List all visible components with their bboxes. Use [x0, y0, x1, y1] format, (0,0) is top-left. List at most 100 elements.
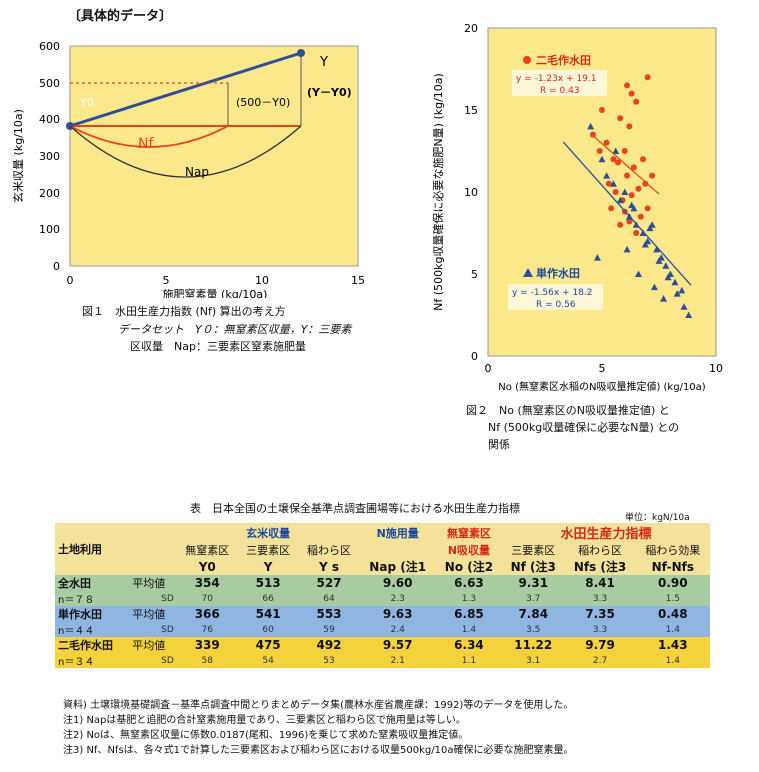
single-crop-point [664, 273, 672, 281]
header-code-1: Y [237, 558, 299, 575]
double-crop-point [633, 230, 640, 236]
double-crop-point [644, 205, 651, 212]
fig1-ytick-200: 200 [39, 187, 60, 200]
note-1: 注1) Napは基肥と追肥の合計窒素施用量であり、三要素区と稲わら区で施用量は等… [63, 715, 466, 726]
double-crop-point [614, 159, 621, 166]
fig1-ytick-400: 400 [39, 113, 60, 126]
cell: 58 [176, 653, 238, 668]
single-crop-point [587, 122, 595, 130]
cell: 6.63 [435, 575, 503, 591]
fig2-caption-title: 図２ No (無窒素区のN吸収量推定値) と [466, 404, 670, 417]
fig1-label-nf: Nf [138, 136, 154, 152]
row-n: n＝３４ [55, 653, 130, 668]
row-stat: 平均値 [129, 575, 177, 591]
cell: 366 [176, 606, 238, 622]
fig2-y-axis-label: Nf (500kg収量確保に必要な施肥N量) (kg/10a) [431, 73, 445, 311]
cell: 553 [298, 606, 360, 622]
cell: 3.5 [502, 622, 565, 637]
fig1-xtick-0: 0 [67, 274, 74, 287]
fig2-ytick-5: 5 [471, 268, 478, 281]
double-crop-point [649, 172, 656, 179]
fig2-regression-single [562, 141, 692, 286]
fig2-legend-double-label: 二毛作水田 [536, 53, 591, 67]
note-2: 注2) Noは、無窒素区収量に係数0.0187(尾和、1996)を乗じて求めた窒… [63, 730, 469, 741]
cell: 64 [298, 591, 360, 606]
single-crop-point [650, 283, 658, 291]
single-crop-point [646, 224, 654, 232]
row-sd-label: SD [129, 591, 177, 606]
fig1-label-y0: Y0 [79, 96, 94, 109]
fig2-legend-single-marker [523, 268, 533, 277]
header-sub-3: 三要素区 [502, 542, 565, 558]
header-index: 水田生産力指標 [502, 523, 710, 542]
table-header-row-3: Y0 Y Y s Nap (注1 No (注2 Nf (注3 Nfs (注3 N… [55, 558, 710, 575]
fig2-xtick-10: 10 [709, 362, 723, 375]
fig2-r-single: R = 0.56 [536, 300, 576, 310]
fig1-xtick-15: 15 [351, 274, 365, 287]
fig1-ytick-0: 0 [53, 260, 60, 273]
figure2-x-ticks: 0 5 10 [485, 362, 724, 375]
double-crop-point [624, 172, 631, 179]
fig2-eq-single: y = -1.56x + 18.2 [512, 288, 593, 298]
single-crop-point [628, 201, 636, 209]
row-name: 全水田 [55, 575, 130, 591]
cell: 1.4 [635, 622, 710, 637]
cell: 354 [176, 575, 238, 591]
fig2-caption-line1: Nf (500kg収量確保に必要なN量) との [488, 421, 680, 434]
fig1-caption-line1: データセット Y０：無窒素区収量，Y：三要素 [118, 323, 352, 336]
double-crop-point [628, 90, 635, 97]
cell: 527 [298, 575, 360, 591]
figure1-y-ticks: 600 500 400 300 200 100 0 [39, 40, 60, 273]
fig1-xtick-5: 5 [163, 274, 170, 287]
cell: 2.1 [359, 653, 436, 668]
header-code-4: No (注2 [435, 558, 503, 575]
cell: 59 [298, 622, 360, 637]
single-crop-point [641, 240, 649, 248]
table-header-row-2: 無窒素区 三要素区 稲わら区 N吸収量 三要素区 稲わら区 稲わら効果 [55, 542, 710, 558]
header-land-use: 土地利用 [55, 523, 130, 575]
figure2-chart: 20 15 10 5 0 0 5 10 Nf (500kg収量確保に必要な施肥N… [431, 22, 724, 393]
single-crop-point [655, 257, 663, 264]
figure1-chart: 600 500 400 300 200 100 0 0 5 10 15 玄米収量… [11, 40, 365, 298]
fig1-label-diff: (Y－Y0) [307, 86, 352, 99]
single-crop-point [653, 245, 661, 253]
cell: 66 [237, 591, 299, 606]
single-crop-point [680, 303, 688, 310]
header-sub-5: 稲わら効果 [635, 542, 710, 558]
row-n: n＝７８ [55, 591, 130, 606]
cell: 6.85 [435, 606, 503, 622]
double-crop-point [633, 98, 640, 105]
cell: 1.43 [635, 637, 710, 653]
row-stat: 平均値 [129, 637, 177, 653]
cell: 9.57 [359, 637, 436, 653]
single-crop-point [609, 180, 617, 187]
fig2-marks [587, 74, 693, 318]
fig2-eq-double: y = -1.23x + 19.1 [516, 74, 597, 84]
single-crop-point [634, 270, 642, 277]
cell: 339 [176, 637, 238, 653]
double-crop-point [617, 221, 624, 228]
double-crop-point [626, 123, 633, 130]
fig1-caption-line2: 区収量 Nap：三要素区窒素施肥量 [130, 340, 306, 353]
fig2-xtick-5: 5 [599, 362, 606, 375]
fig1-label-y: Y [319, 55, 328, 70]
header-sub-1: 三要素区 [237, 542, 299, 558]
header-code-5: Nf (注3 [502, 558, 565, 575]
cell: 53 [298, 653, 360, 668]
double-crop-point [637, 213, 644, 220]
row-sd-label: SD [129, 622, 177, 637]
cell: 2.4 [359, 622, 436, 637]
fig2-ytick-0: 0 [471, 350, 478, 363]
fig1-label-nap: Nap [185, 165, 209, 179]
double-crop-point [610, 156, 617, 163]
header-n-apply: N施用量 [359, 523, 436, 542]
double-crop-point [630, 164, 637, 171]
fig1-nf-arc [69, 125, 229, 148]
double-crop-point [612, 189, 619, 195]
double-crop-point [603, 139, 610, 146]
row-name: 単作水田 [55, 606, 130, 622]
table-header-row-1: 土地利用 玄米収量 N施用量 無窒素区 水田生産力指標 [55, 523, 710, 575]
double-crop-point [644, 74, 651, 81]
fig1-y-axis-label: 玄米収量 (kg/10a) [11, 109, 25, 203]
cell: 1.5 [635, 591, 710, 606]
